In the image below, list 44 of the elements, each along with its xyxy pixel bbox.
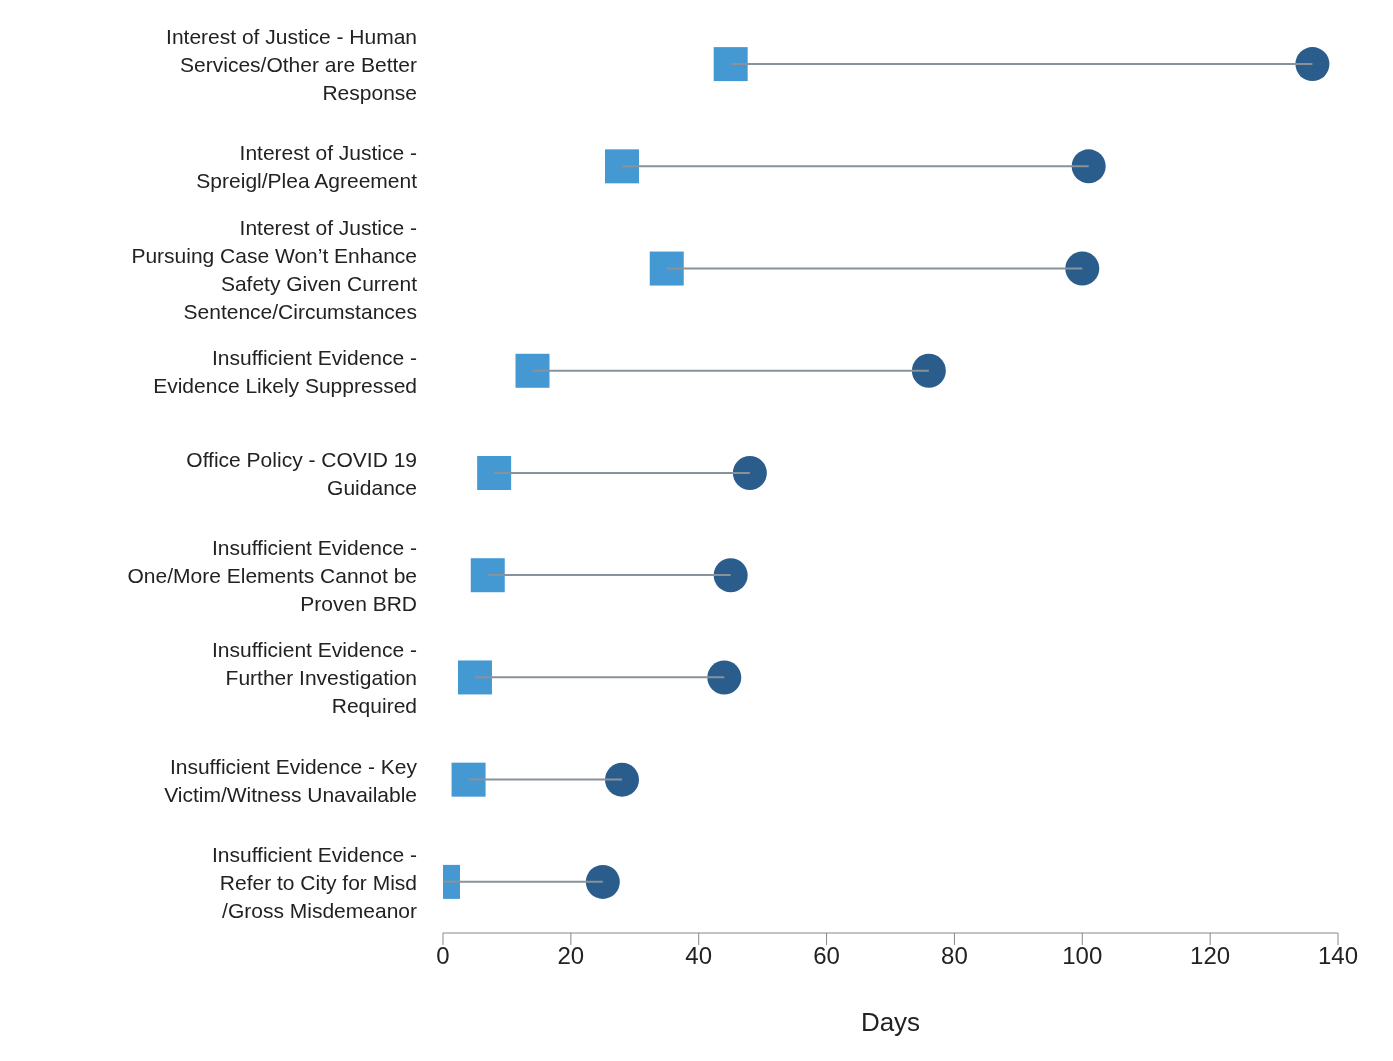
point [1065, 251, 1100, 286]
point [911, 353, 946, 388]
point [713, 558, 748, 593]
x-tick-label: 0 [436, 942, 450, 970]
point [713, 47, 748, 82]
bar [532, 369, 929, 372]
point [649, 251, 684, 286]
x-tick-label: 100 [1062, 942, 1103, 970]
point [585, 864, 620, 899]
x-tick-label: 20 [557, 942, 585, 970]
x-tick-label: 140 [1317, 942, 1359, 970]
bar [474, 676, 725, 679]
bar [666, 267, 1083, 270]
point [732, 456, 767, 490]
bar [622, 165, 1089, 168]
y-tick-label: Interest of Justice - Spreigl/Plea Agreement [196, 140, 418, 192]
x-tick-label: 120 [1190, 942, 1231, 970]
y-tick-label: Insufficient Evidence - One/More Elements Cannot be Proven BRD [127, 535, 417, 615]
point [477, 456, 512, 490]
point [451, 762, 486, 797]
y-tick-label: Office Policy - COVID 19 Guidance [186, 447, 417, 499]
point [515, 353, 550, 388]
bar [468, 778, 622, 781]
bar [443, 880, 603, 883]
point [605, 149, 639, 184]
y-tick-label: Insufficient Evidence - Refer to City for Misd /Gross Misdemeanor [211, 842, 417, 922]
y-tick-label: Interest of Justice - Pursuing Case Won’t Enhance Safety Given Current Sentence/Circumstances [131, 215, 418, 323]
y-tick-label: Interest of Justice - Human Services/Other are Better Response [166, 24, 417, 104]
y-tick-label: Insufficient Evidence - Key Victim/Witness Unavailable [164, 754, 418, 806]
y-tick-label: Insufficient Evidence - Evidence Likely Suppressed [153, 345, 417, 397]
x-axis-title: Days [860, 1007, 921, 1037]
point [707, 660, 742, 695]
point [605, 762, 639, 797]
x-tick-label: 40 [685, 942, 713, 970]
x-tick-label: 60 [813, 942, 840, 970]
bar [730, 63, 1313, 65]
bar [494, 471, 750, 474]
point [1295, 47, 1330, 82]
y-tick-label: Insufficient Evidence - Further Investigation Required [211, 637, 417, 717]
point [1071, 149, 1106, 184]
x-tick-label: 80 [941, 942, 968, 970]
bar [487, 574, 731, 577]
point [470, 558, 505, 593]
point [457, 660, 492, 695]
